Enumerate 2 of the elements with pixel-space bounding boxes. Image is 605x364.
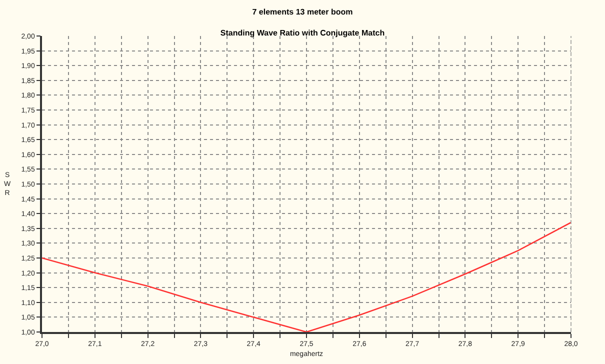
chart-title: 7 elements 13 meter boom [252, 8, 353, 17]
chart-subtitle: Standing Wave Ratio with Conjugate Match [220, 28, 385, 38]
